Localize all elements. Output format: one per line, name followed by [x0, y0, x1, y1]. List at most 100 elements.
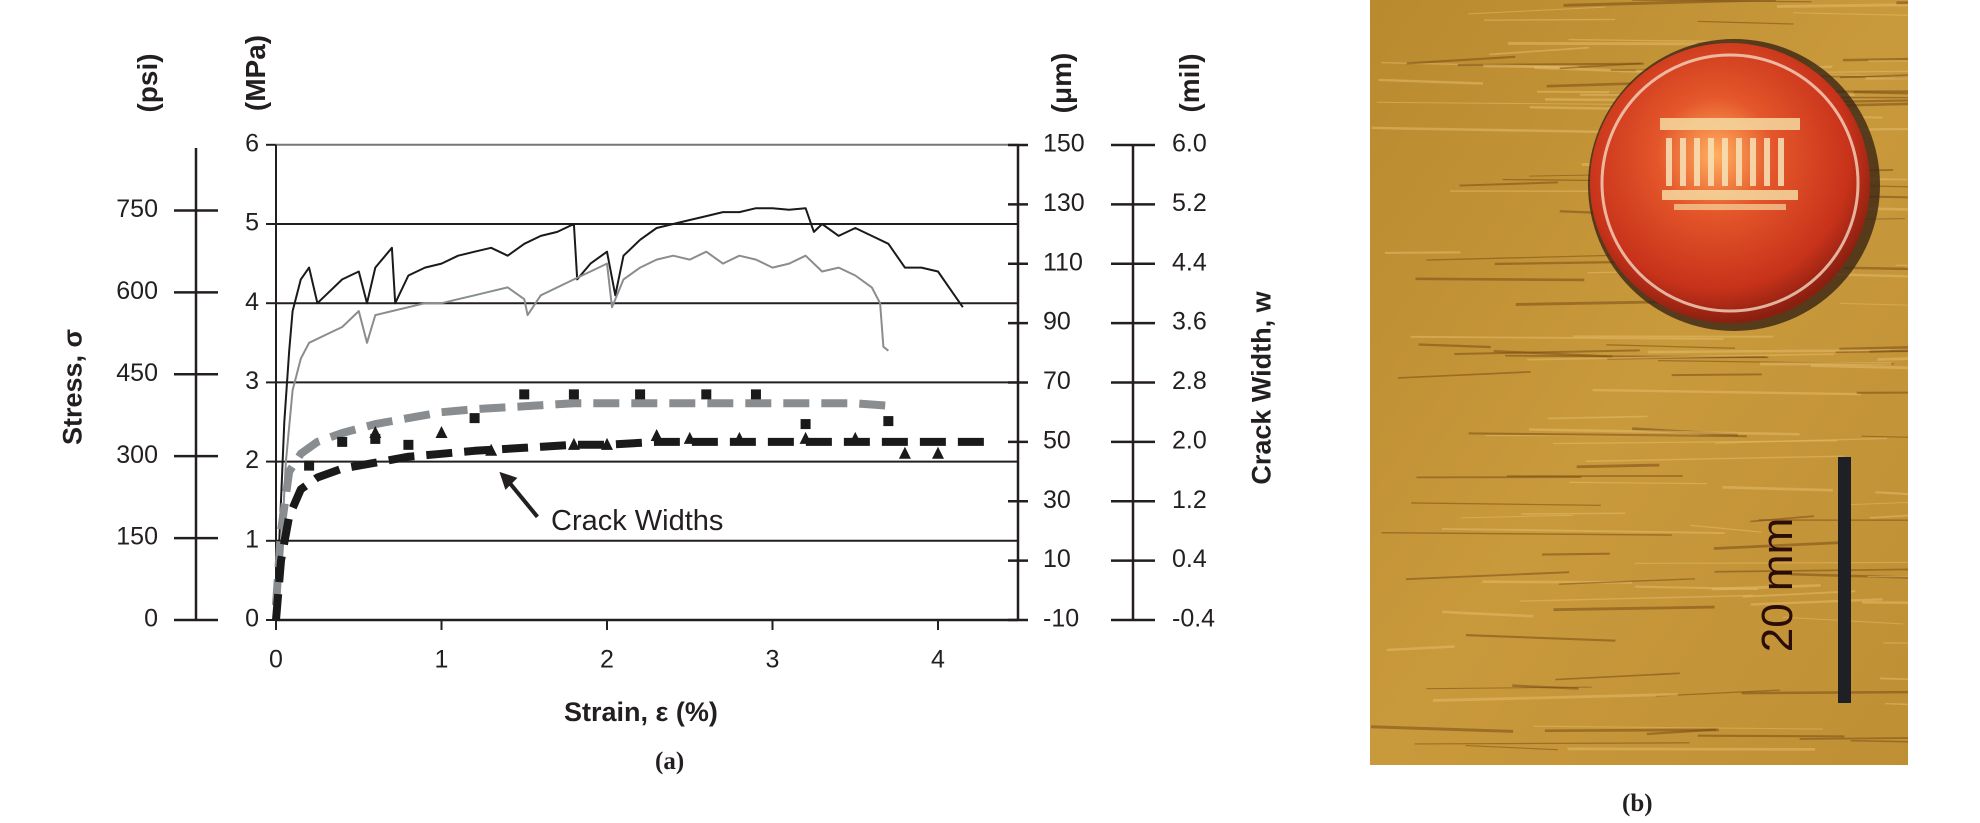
crack-line: [1722, 485, 1833, 492]
um-tick-label: 110: [1043, 248, 1083, 276]
crack-line: [1869, 514, 1908, 519]
crack-line: [1553, 605, 1715, 612]
crack-line: [1418, 343, 1491, 349]
mpa-tick-label: 5: [245, 209, 259, 237]
crack-line: [1459, 181, 1559, 187]
crack-line: [1376, 101, 1631, 105]
annotation-label: Crack Widths: [551, 505, 723, 537]
crack-width-marker-square: [337, 436, 348, 447]
mil-tick-label: 5.2: [1172, 189, 1207, 217]
crack-line: [1839, 346, 1908, 351]
crack-width-trendline: [272, 437, 988, 621]
crack-width-marker-triangle: [799, 431, 812, 444]
crack-line: [1853, 90, 1908, 95]
um-tick-label: 50: [1043, 426, 1071, 454]
crack-line: [1378, 78, 1484, 85]
crack-line: [1840, 74, 1908, 79]
crack-width-marker-triangle: [369, 425, 382, 438]
crack-line: [1742, 590, 1856, 598]
crack-line: [1454, 349, 1640, 356]
crack-line: [1468, 6, 1605, 15]
crack-width-marker-triangle: [849, 431, 862, 444]
crack-line: [1397, 370, 1531, 379]
strain-tick-label: 3: [766, 646, 780, 674]
crack-line: [1528, 428, 1800, 436]
mil-tick-label: 3.6: [1172, 308, 1207, 336]
crack-line: [1842, 57, 1908, 62]
um-tick-label: 10: [1043, 545, 1071, 573]
crack-line: [1465, 745, 1558, 751]
crack-width-marker-square: [800, 419, 811, 430]
psi-tick-label: 750: [116, 195, 158, 223]
strain-tick-label: 0: [269, 646, 283, 674]
crack-width-marker-triangle: [435, 425, 448, 438]
crack-line: [1460, 514, 1573, 519]
crack-line: [1811, 364, 1908, 370]
crack-width-marker-triangle: [485, 443, 498, 456]
crack-line: [1559, 62, 1642, 70]
crack-pattern: [1370, 0, 1908, 751]
crack-line: [1414, 742, 1690, 745]
crack-line: [1741, 690, 1908, 695]
crack-line: [1552, 440, 1838, 445]
strain-tick-label: 1: [435, 646, 449, 674]
crack-line: [1850, 739, 1908, 743]
crack-line: [1484, 18, 1616, 21]
psi-tick-label: 0: [144, 605, 158, 633]
crack-line: [1750, 598, 1883, 606]
mil-tick-label: 2.0: [1172, 426, 1207, 454]
scale-bar: [1838, 457, 1851, 703]
crack-line: [1406, 55, 1516, 65]
crack-line: [1586, 455, 1844, 462]
crack-width-trendline: [272, 399, 897, 606]
crack-width-marker-square: [370, 433, 381, 444]
crack-line: [1799, 737, 1908, 740]
crack-line: [1465, 634, 1616, 642]
crack-line: [1861, 435, 1908, 438]
stress-strain-chart: 01234560150300450600750-1010305070901101…: [116, 129, 1215, 674]
crack-line: [1468, 432, 1747, 438]
crack-width-marker-square: [568, 389, 579, 400]
crack-line: [1776, 3, 1908, 8]
crack-width-marker-triangle: [683, 431, 696, 444]
strain-tick-label: 2: [600, 646, 614, 674]
mil-tick-label: 2.8: [1172, 367, 1207, 395]
crack-line: [1546, 82, 1634, 88]
specimen-surface-image: 20 mm: [1370, 0, 1908, 765]
um-tick-label: 90: [1043, 308, 1071, 336]
crack-line: [1840, 302, 1908, 306]
crack-width-marker-triangle: [733, 431, 746, 444]
crack-line: [1558, 578, 1696, 585]
crack-line: [1542, 552, 1610, 556]
crack-line: [1493, 350, 1613, 358]
crack-width-marker-square: [519, 389, 530, 400]
crack-line: [1426, 686, 1592, 690]
crack-width-marker-square: [304, 460, 315, 471]
crack-line: [1410, 335, 1724, 340]
crack-line: [1411, 502, 1601, 507]
crack-line: [1527, 353, 1835, 361]
crack-line: [1520, 594, 1753, 602]
crack-line: [1646, 728, 1716, 736]
strain-tick-label: 4: [931, 646, 945, 674]
mpa-tick-label: 2: [245, 446, 259, 474]
crack-width-marker-triangle: [932, 446, 944, 459]
psi-tick-label: 300: [116, 441, 158, 469]
crack-width-marker-square: [469, 413, 480, 424]
crack-width-marker-square: [635, 389, 646, 400]
crack-line: [1714, 568, 1908, 573]
psi-tick-label: 600: [116, 277, 158, 305]
stress-strain-curve: [275, 250, 890, 621]
crack-line: [1547, 415, 1648, 420]
crack-line: [1489, 46, 1590, 56]
crack-width-marker-square: [403, 439, 414, 450]
crack-line: [1895, 264, 1908, 266]
um-tick-label: -10: [1043, 605, 1079, 633]
crack-line: [1567, 747, 1816, 751]
crack-line: [1856, 391, 1908, 394]
stress-strain-curve: [275, 207, 964, 621]
strain-axis-title: Strain, ε (%): [564, 697, 718, 727]
crack-line: [1690, 524, 1762, 533]
mil-tick-label: 6.0: [1172, 130, 1207, 158]
crack-line: [1384, 251, 1461, 254]
